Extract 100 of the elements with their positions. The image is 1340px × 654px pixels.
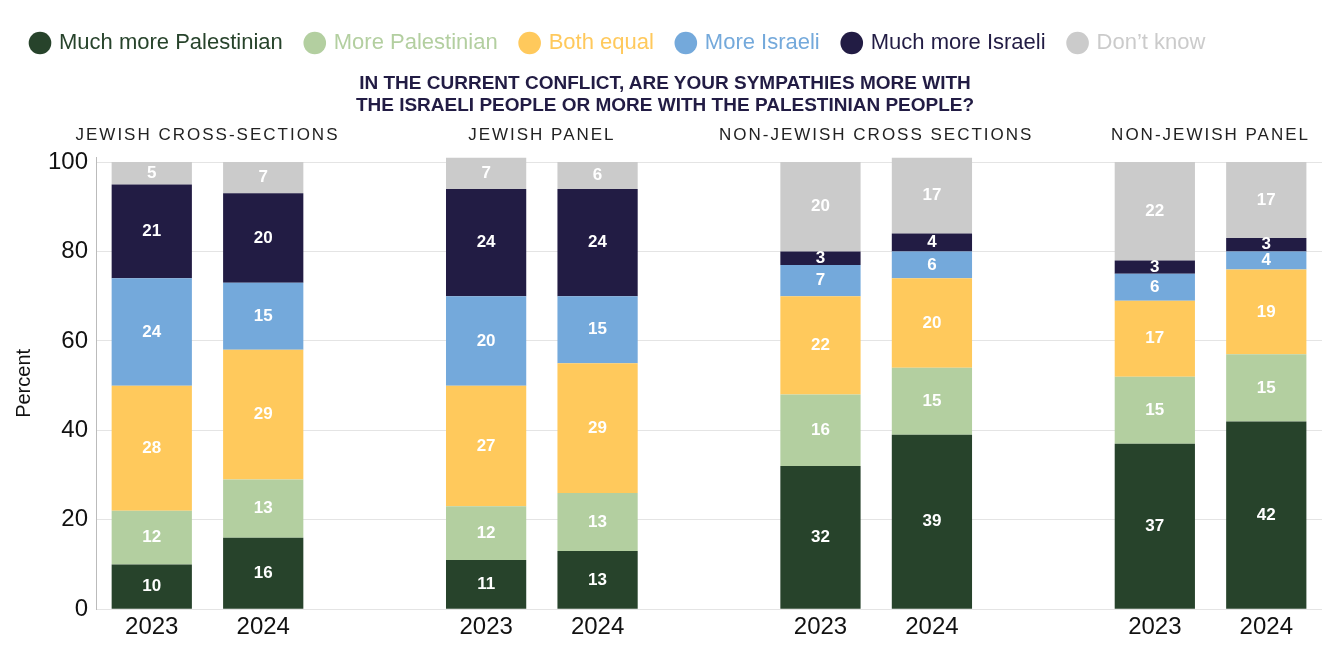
bar: [1114, 443, 1195, 609]
x-tick-label: 2024: [1239, 612, 1293, 640]
data-label: 24: [588, 232, 608, 252]
legend-label: More Palestinian: [333, 29, 498, 55]
bar: [1226, 421, 1307, 609]
x-tick-label: 2024: [236, 612, 290, 640]
y-tick-label: 0: [74, 593, 89, 621]
bar: [223, 479, 304, 538]
bar: [780, 466, 861, 609]
x-tick-label: 2023: [125, 612, 179, 640]
bar: [446, 296, 527, 386]
bar: [1226, 238, 1307, 252]
data-label: 28: [142, 437, 162, 457]
bar: [223, 349, 304, 480]
legend-label: Much more Israeli: [870, 29, 1046, 55]
chart-title: IN THE CURRENT CONFLICT, ARE YOUR SYMPATHIES MORE WITH THE ISRAELI PEOPLE OR MORE WITH THE PALESTINIAN PEOPLE?: [355, 71, 975, 116]
bar: [780, 264, 861, 297]
bar: [111, 385, 192, 511]
data-label: 42: [1256, 504, 1276, 524]
y-tick-label: 100: [48, 146, 89, 174]
bar: [780, 394, 861, 467]
legend-label: Both equal: [548, 29, 654, 55]
data-label: 16: [811, 420, 830, 440]
bar: [557, 551, 638, 609]
legend-label: Much more Palestinian: [59, 29, 283, 55]
legend-label: More Israeli: [704, 29, 820, 55]
y-axis-title: Percent: [11, 348, 34, 418]
x-tick-label: 2024: [570, 612, 625, 640]
data-label: 12: [476, 522, 496, 542]
data-label: 13: [588, 511, 608, 531]
text: NON-JEWISH CROSS SECTIONS: [718, 124, 1034, 144]
bar: [111, 564, 192, 609]
bar: [1114, 376, 1195, 444]
bar: [1114, 300, 1195, 377]
bar: [780, 296, 861, 395]
x-tick-label: 2024: [905, 612, 959, 640]
text: JEWISH PANEL: [468, 124, 616, 144]
data-label: 20: [476, 330, 496, 350]
data-label: 20: [253, 227, 273, 247]
bar: [446, 385, 527, 507]
bar: [1114, 273, 1195, 301]
data-label: 16: [253, 562, 273, 582]
text: NON-JEWISH PANEL: [1111, 124, 1310, 144]
y-tick-label: 20: [61, 504, 89, 532]
bar: [111, 162, 192, 185]
data-label: 6: [1150, 276, 1160, 296]
data-label: 22: [811, 335, 830, 355]
data-label: 32: [811, 527, 830, 547]
bar: [111, 278, 192, 386]
data-label: 15: [1145, 399, 1165, 419]
bar: [891, 367, 973, 435]
bar: [557, 492, 638, 552]
data-label: 10: [142, 576, 162, 596]
data-label: 17: [1145, 328, 1165, 348]
data-label: 29: [588, 417, 608, 437]
bar: [223, 193, 304, 283]
data-label: 13: [253, 498, 273, 518]
data-label: 12: [142, 527, 162, 547]
bar: [1226, 162, 1307, 239]
bar: [557, 296, 638, 364]
bar: [1226, 251, 1307, 270]
y-tick-label: 60: [61, 325, 89, 353]
bar: [446, 157, 527, 189]
data-label: 29: [253, 404, 273, 424]
x-tick-label: 2023: [459, 612, 513, 640]
data-label: 24: [476, 232, 497, 252]
bar: [223, 282, 304, 350]
data-label: 20: [922, 312, 942, 332]
bar: [223, 537, 304, 609]
bar: [111, 184, 192, 279]
data-label: 15: [588, 319, 608, 339]
bar: [446, 506, 527, 561]
bar: [446, 188, 527, 297]
bar: [1114, 260, 1195, 274]
bar: [1226, 269, 1307, 355]
x-tick-label: 2023: [793, 612, 848, 640]
data-label: 11: [477, 574, 496, 594]
bar: [891, 157, 973, 234]
x-tick-label: 2023: [1128, 612, 1182, 640]
bar: [891, 434, 973, 609]
bar: [557, 162, 638, 189]
bar: [1114, 162, 1195, 261]
data-label: 27: [476, 435, 496, 455]
data-label: 13: [588, 569, 608, 589]
data-label: 15: [253, 306, 273, 326]
data-label: 19: [1256, 301, 1276, 321]
data-label: 39: [922, 511, 942, 531]
bar: [223, 162, 304, 194]
data-label: 21: [142, 221, 162, 241]
bar: [780, 251, 861, 265]
data-label: 15: [1256, 377, 1276, 397]
bar: [891, 251, 973, 279]
data-label: 3: [815, 247, 826, 267]
bar: [111, 510, 192, 565]
bar: [557, 188, 638, 297]
bar: [780, 162, 861, 252]
bar: [446, 560, 527, 609]
data-label: 4: [927, 232, 938, 252]
data-label: 6: [927, 254, 937, 274]
bar: [557, 363, 638, 493]
